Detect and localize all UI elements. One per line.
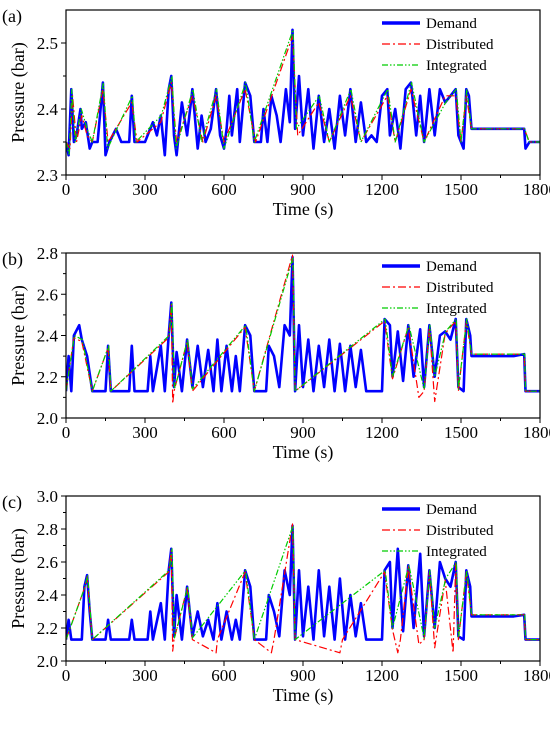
x-tick-label: 1500 — [444, 666, 478, 685]
x-tick-label: 600 — [211, 666, 237, 685]
series-line-integrated — [66, 256, 540, 392]
x-tick-label: 300 — [132, 180, 158, 199]
x-tick-label: 1200 — [365, 180, 399, 199]
y-tick-label: 2.4 — [37, 327, 59, 346]
series-group — [66, 254, 540, 405]
x-tick-label: 1200 — [365, 423, 399, 442]
legend-label-distributed: Distributed — [426, 523, 494, 539]
panel-label: (b) — [2, 249, 23, 270]
x-tick-label: 900 — [290, 180, 316, 199]
x-tick-label: 600 — [211, 423, 237, 442]
x-tick-label: 1200 — [365, 666, 399, 685]
x-tick-label: 1500 — [444, 423, 478, 442]
chart-panel-a: 0 300 600 900 1200 1500 1800 2.3 2.4 2.5 Time (s) P… — [0, 0, 550, 243]
x-tick-label: 1800 — [523, 180, 550, 199]
x-tick-label: 600 — [211, 180, 237, 199]
y-axis-label: Pressure (bar) — [8, 42, 29, 142]
y-tick-label: 2.0 — [37, 652, 58, 671]
y-tick-label: 2.2 — [37, 368, 58, 387]
legend-label-distributed: Distributed — [426, 280, 494, 296]
series-line-distributed — [66, 35, 540, 150]
x-axis-label: Time (s) — [273, 685, 334, 706]
chart-svg: 0 300 600 900 1200 1500 1800 2.0 2.2 2.4 2.6 2.8 Tim… — [2, 244, 550, 463]
legend-label-integrated: Integrated — [426, 301, 487, 317]
chart-svg: 0 300 600 900 1200 1500 1800 2.0 2.2 2.4 2.6 2.8 3.0… — [2, 487, 550, 706]
x-tick-label: 1500 — [444, 180, 478, 199]
legend-label-integrated: Integrated — [426, 58, 487, 74]
y-axis-label: Pressure (bar) — [8, 285, 29, 385]
y-tick-label: 2.6 — [37, 285, 58, 304]
y-tick-label: 2.6 — [37, 553, 58, 572]
chart-panel-b: 0 300 600 900 1200 1500 1800 2.0 2.2 2.4 2.6 2.8 Tim… — [0, 243, 550, 486]
legend: Demand Distributed Integrated — [382, 259, 494, 317]
y-tick-label: 3.0 — [37, 487, 58, 506]
legend-label-demand: Demand — [426, 259, 477, 275]
y-tick-label: 2.8 — [37, 244, 58, 263]
series-line-distributed — [66, 523, 540, 654]
legend-label-integrated: Integrated — [426, 544, 487, 560]
chart-panel-c: 0 300 600 900 1200 1500 1800 2.0 2.2 2.4 2.6 2.8 3.0… — [0, 486, 550, 729]
legend-label-distributed: Distributed — [426, 37, 494, 53]
y-axis-label: Pressure (bar) — [8, 528, 29, 628]
y-tick-label: 2.0 — [37, 409, 58, 428]
chart-svg: 0 300 600 900 1200 1500 1800 2.3 2.4 2.5 Time (s) P… — [2, 6, 550, 220]
x-tick-label: 0 — [62, 423, 71, 442]
y-tick-label: 2.4 — [37, 586, 59, 605]
x-tick-label: 1800 — [523, 423, 550, 442]
series-group — [66, 28, 540, 157]
x-tick-label: 0 — [62, 666, 71, 685]
series-line-demand — [66, 255, 540, 393]
legend-label-demand: Demand — [426, 16, 477, 32]
series-group — [66, 523, 540, 654]
legend-label-demand: Demand — [426, 502, 477, 518]
x-axis-label: Time (s) — [273, 442, 334, 463]
x-tick-label: 300 — [132, 666, 158, 685]
y-tick-label: 2.4 — [37, 100, 59, 119]
y-tick-label: 2.8 — [37, 520, 58, 539]
legend: Demand Distributed Integrated — [382, 16, 494, 74]
x-tick-label: 1800 — [523, 666, 550, 685]
x-axis-label: Time (s) — [273, 199, 334, 220]
y-tick-label: 2.5 — [37, 34, 58, 53]
legend: Demand Distributed Integrated — [382, 502, 494, 560]
x-tick-label: 300 — [132, 423, 158, 442]
x-tick-label: 0 — [62, 180, 71, 199]
series-line-integrated — [66, 525, 540, 641]
series-line-integrated — [66, 29, 540, 156]
x-tick-label: 900 — [290, 423, 316, 442]
x-tick-label: 900 — [290, 666, 316, 685]
y-tick-label: 2.2 — [37, 619, 58, 638]
series-line-demand — [66, 524, 540, 641]
panel-label: (c) — [2, 492, 22, 513]
panel-label: (a) — [2, 6, 22, 27]
y-tick-label: 2.3 — [37, 166, 58, 185]
